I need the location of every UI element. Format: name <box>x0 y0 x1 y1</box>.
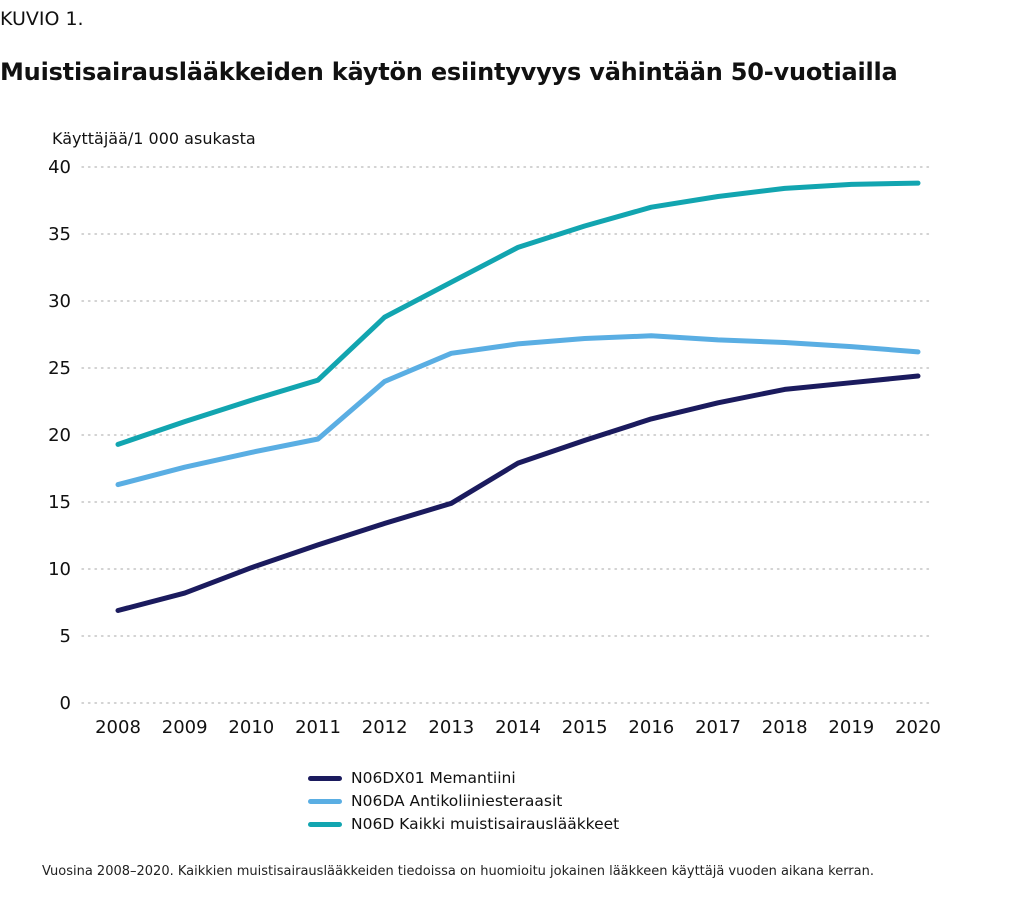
legend-item-kaikki: N06D Kaikki muistisairauslääkkeet <box>308 813 619 835</box>
x-tick-label: 2020 <box>895 717 941 738</box>
legend-label-memantiini: N06DX01 Memantiini <box>351 769 516 787</box>
series-line-antikoliiniesteraasit <box>115 333 921 488</box>
x-tick-label: 2019 <box>828 717 874 738</box>
figure-number: KUVIO 1. <box>0 8 84 30</box>
y-tick-label: 20 <box>48 425 71 446</box>
legend-item-antikoliiniesteraasit: N06DA Antikoliiniesteraasit <box>308 790 619 812</box>
x-tick-label: 2009 <box>162 717 208 738</box>
grid-lines <box>81 166 933 704</box>
legend-swatch-antikoliiniesteraasit <box>308 798 342 804</box>
series-line-kaikki <box>115 180 921 447</box>
x-tick-label: 2014 <box>495 717 541 738</box>
series-line-memantiini <box>115 373 921 613</box>
legend-label-antikoliiniesteraasit: N06DA Antikoliiniesteraasit <box>351 792 563 810</box>
legend-swatch-kaikki <box>308 821 342 827</box>
x-tick-label: 2013 <box>428 717 474 738</box>
y-tick-label: 15 <box>48 492 71 513</box>
y-tick-label: 40 <box>48 157 71 178</box>
y-tick-label: 25 <box>48 358 71 379</box>
y-tick-label: 5 <box>60 626 71 647</box>
y-axis-label: Käyttäjää/1 000 asukasta <box>52 129 256 148</box>
y-tick-label: 0 <box>60 693 71 714</box>
y-axis-ticks: 0 5 10 15 20 25 30 35 40 <box>48 157 71 714</box>
x-axis-ticks: 2008 2009 2010 2011 2012 2013 2014 2015 2016 2017… <box>95 717 941 738</box>
x-tick-label: 2018 <box>762 717 808 738</box>
y-tick-label: 10 <box>48 559 71 580</box>
x-tick-label: 2011 <box>295 717 341 738</box>
y-tick-label: 35 <box>48 224 71 245</box>
x-tick-label: 2016 <box>628 717 674 738</box>
x-tick-label: 2008 <box>95 717 141 738</box>
legend: N06DX01 Memantiini N06DA Antikoliinieste… <box>308 767 619 836</box>
x-tick-label: 2015 <box>562 717 608 738</box>
y-tick-label: 30 <box>48 291 71 312</box>
footnote: Vuosina 2008–2020. Kaikkien muistisairau… <box>42 864 874 879</box>
x-tick-label: 2017 <box>695 717 741 738</box>
legend-swatch-memantiini <box>308 775 342 781</box>
legend-item-memantiini: N06DX01 Memantiini <box>308 767 619 789</box>
x-tick-label: 2010 <box>228 717 274 738</box>
legend-label-kaikki: N06D Kaikki muistisairauslääkkeet <box>351 815 620 833</box>
x-tick-label: 2012 <box>362 717 408 738</box>
series-lines <box>115 180 921 613</box>
chart-title: Muistisairauslääkkeiden käytön esiintyvy… <box>0 58 898 86</box>
